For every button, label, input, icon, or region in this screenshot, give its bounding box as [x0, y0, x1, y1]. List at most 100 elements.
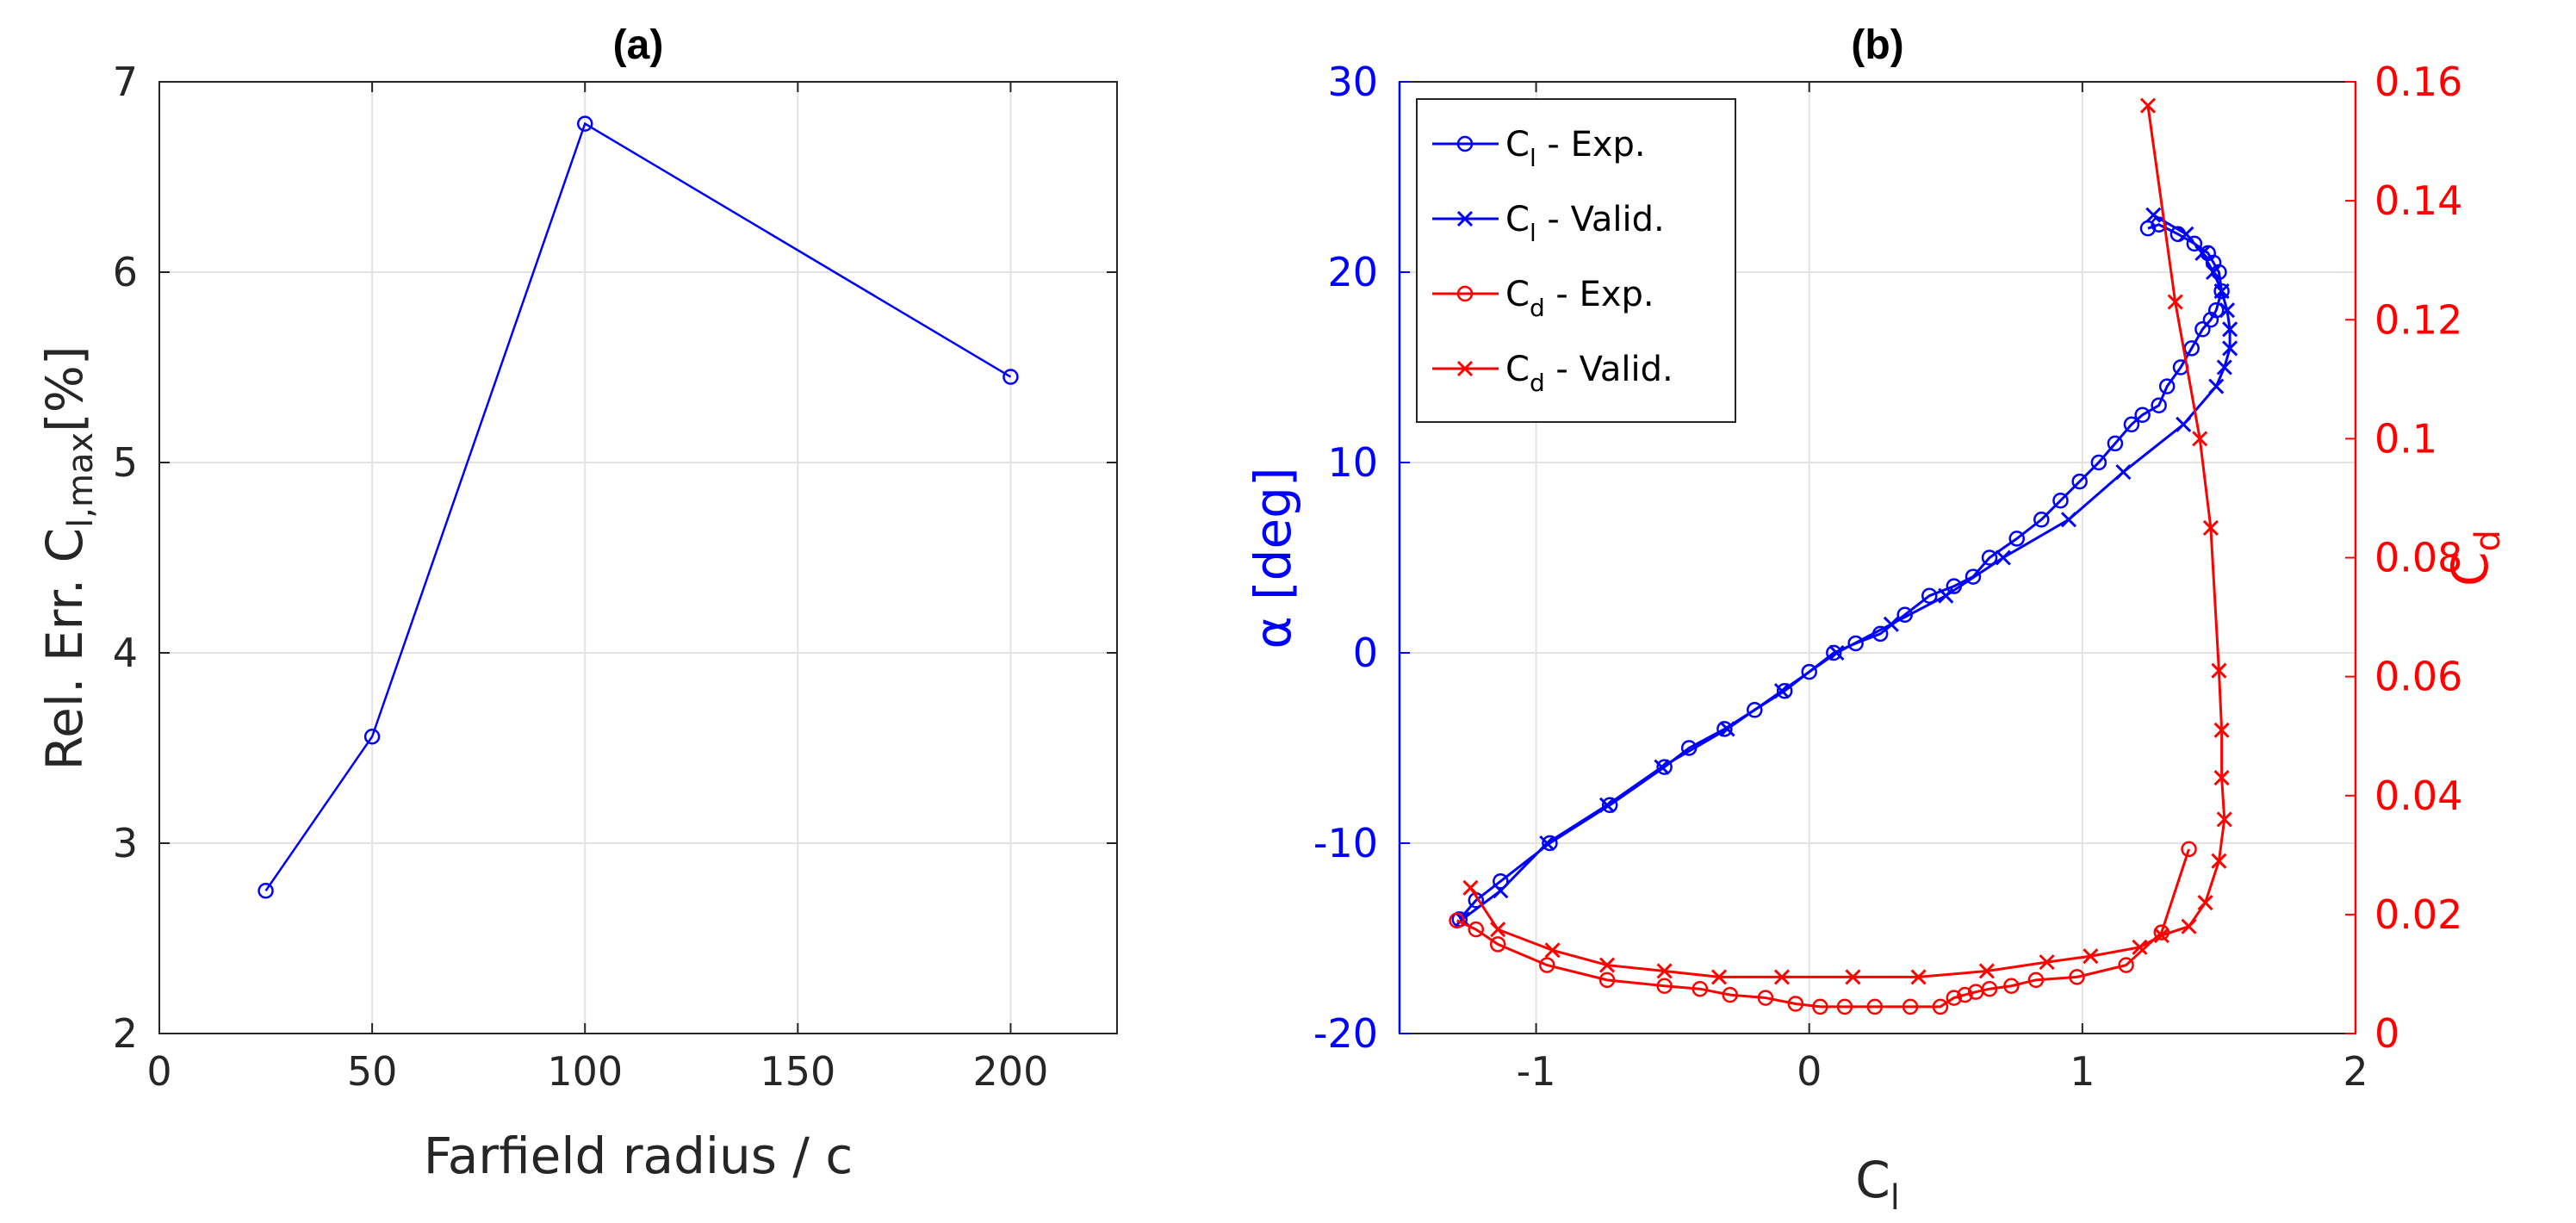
legend-entry-suffix: - Exp.	[1545, 275, 1654, 314]
panel-b-data-point-3	[2211, 662, 2227, 679]
legend-entry: Cd - Exp.	[1505, 275, 1654, 322]
panel-b-data-point-1	[2176, 416, 2192, 432]
panel-b-data-point-1	[1995, 549, 2011, 566]
panel-b-data-point-1	[1828, 644, 1845, 661]
panel-b-data-point-3	[2216, 811, 2232, 828]
legend-entry-main: C	[1505, 350, 1530, 389]
panel-b-data-point-0	[1965, 568, 1982, 585]
panel-b-data-point-0	[1601, 797, 1618, 814]
panel-b-data-point-2	[1757, 990, 1774, 1006]
panel-b-right-y-tick-label: 0.06	[2374, 654, 2462, 700]
panel-a-y-tick-label: 4	[113, 630, 138, 676]
panel-b-data-point-0	[1847, 635, 1864, 652]
panel-b-data-point-0	[1826, 644, 1842, 661]
panel-b-data-point-3	[1845, 969, 1861, 985]
panel-b-data-point-2	[1787, 996, 1804, 1012]
panel-b-data-point-1	[1539, 835, 1555, 852]
legend-entry-suffix: - Valid.	[1536, 200, 1665, 239]
panel-a-y-tick-label: 5	[113, 439, 138, 486]
panel-b-data-point-1	[1493, 883, 1509, 899]
panel-b-data-point-2	[1932, 998, 1949, 1015]
panel-b-data-point-3	[2192, 431, 2208, 447]
panel-b-data-point-2	[1836, 998, 1853, 1015]
panel-b-data-point-1	[1938, 587, 1954, 604]
panel-a-series	[258, 115, 1019, 899]
panel-b-right-y-axis-label-main: C	[2441, 551, 2499, 587]
panel-b-data-point-2	[1722, 986, 1738, 1003]
panel-b-data-point-0	[2194, 321, 2211, 338]
panel-b-data-point-2	[2069, 969, 2085, 985]
panel-b-right-y-tick-label: 0.14	[2374, 177, 2462, 224]
panel-b-series	[1449, 97, 2238, 1015]
panel-b-data-point-0	[1493, 872, 1509, 890]
panel-b-data-point-3	[2197, 894, 2213, 911]
panel-b-right-y-axis-label: Cd	[2441, 530, 2508, 587]
panel-a-x-tick-label: 50	[347, 1048, 398, 1095]
panel-b-data-point-1	[2194, 245, 2211, 261]
panel-b-data-point-2	[1957, 986, 1973, 1003]
panel-b-data-point-2	[1946, 990, 1963, 1006]
panel-a-axes-box	[158, 81, 1118, 1034]
panel-b-right-y-tick-label: 0.16	[2374, 59, 2462, 105]
panel-a-x-axis-label: Farfield radius / c	[424, 1127, 853, 1185]
panel-b-data-point-2	[1449, 912, 1465, 929]
panel-b-data-point-2	[2181, 841, 2197, 858]
panel-a-x-tick-label: 150	[760, 1048, 835, 1095]
panel-b-left-y-tick-label: 30	[1327, 59, 1378, 105]
panel-b-data-point-2	[1812, 998, 1828, 1015]
panel-b-data-point-2	[1489, 936, 1506, 953]
panel-b-left-y-tick-label: 20	[1327, 249, 1378, 295]
panel-b-data-point-0	[2134, 407, 2151, 423]
panel-b-data-point-0	[2052, 492, 2069, 509]
legend-entry: Cd - Valid.	[1505, 350, 1673, 397]
panel-b-data-point-3	[2039, 954, 2055, 971]
panel-a-title: (a)	[613, 22, 664, 68]
panel-b-data-point-0	[2208, 301, 2225, 319]
panel-b-right-y-tick-label: 0.12	[2374, 296, 2462, 343]
panel-b-data-point-3	[1910, 969, 1927, 985]
panel-b-right-y-tick-label: 0.08	[2374, 535, 2462, 581]
panel-b-x-axis-label: Cl	[1855, 1151, 1900, 1218]
panel-b-data-point-1	[2208, 378, 2225, 394]
panel-b-data-point-0	[2107, 435, 2124, 452]
panel-b-data-point-0	[2151, 397, 2167, 413]
panel-a-data-point	[1002, 369, 1019, 385]
panel-b-left-y-tick-label: 10	[1327, 439, 1378, 486]
legend-entry-sub: d	[1530, 294, 1545, 322]
panel-a-data-point	[363, 728, 381, 745]
panel-b-x-tick-label: 0	[1797, 1048, 1822, 1095]
panel-b-x-tick-label: 1	[2070, 1048, 2095, 1095]
panel-b-ticks: -1 0 1 2-20-10010203000.020.040.060.080.10.…	[1313, 59, 2463, 1095]
panel-b-data-point-0	[1656, 759, 1673, 775]
legend-entry-sub: l	[1530, 219, 1536, 247]
panel-b-data-point-3	[1544, 942, 1561, 959]
panel-b-data-point-3	[2132, 939, 2148, 955]
panel-b-left-y-tick-label: -20	[1313, 1010, 1378, 1057]
panel-b-data-point-3	[2181, 918, 2197, 934]
panel-b-right-y-tick-label: 0.1	[2374, 415, 2437, 462]
panel-b-data-point-3	[2083, 948, 2099, 965]
panel-b-data-point-3	[2211, 853, 2227, 869]
panel-b-data-point-1	[1883, 616, 1899, 632]
panel-b-data-point-2	[1539, 957, 1555, 973]
panel-b-left-y-tick-label: 0	[1353, 630, 1378, 676]
panel-a-x-tick-label: 100	[547, 1048, 623, 1095]
panel-b-data-point-1	[2060, 512, 2077, 528]
legend-marker	[1456, 285, 1474, 302]
panel-b-data-point-0	[1981, 549, 1998, 566]
panel-b: (b) -1 0 1 2-20-10010203000.020.040.060.080…	[1244, 22, 2508, 1218]
panel-b-title: (b)	[1851, 22, 1903, 68]
panel-b-data-point-1	[2178, 226, 2194, 242]
panel-b-data-point-0	[1747, 702, 1763, 718]
legend-entry-main: C	[1505, 275, 1530, 314]
legend-entry: Cl - Exp.	[1505, 125, 1646, 172]
panel-a-x-tick-label: 200	[973, 1048, 1049, 1095]
legend-entry-suffix: - Valid.	[1545, 350, 1673, 389]
panel-b-data-point-1	[1654, 759, 1670, 775]
panel-b-data-point-2	[1691, 980, 1709, 997]
panel-b-data-point-3	[1490, 922, 1506, 938]
panel-b-x-tick-label: 2	[2343, 1048, 2368, 1095]
panel-a-y-axis-label-suffix: [%]	[35, 345, 94, 431]
